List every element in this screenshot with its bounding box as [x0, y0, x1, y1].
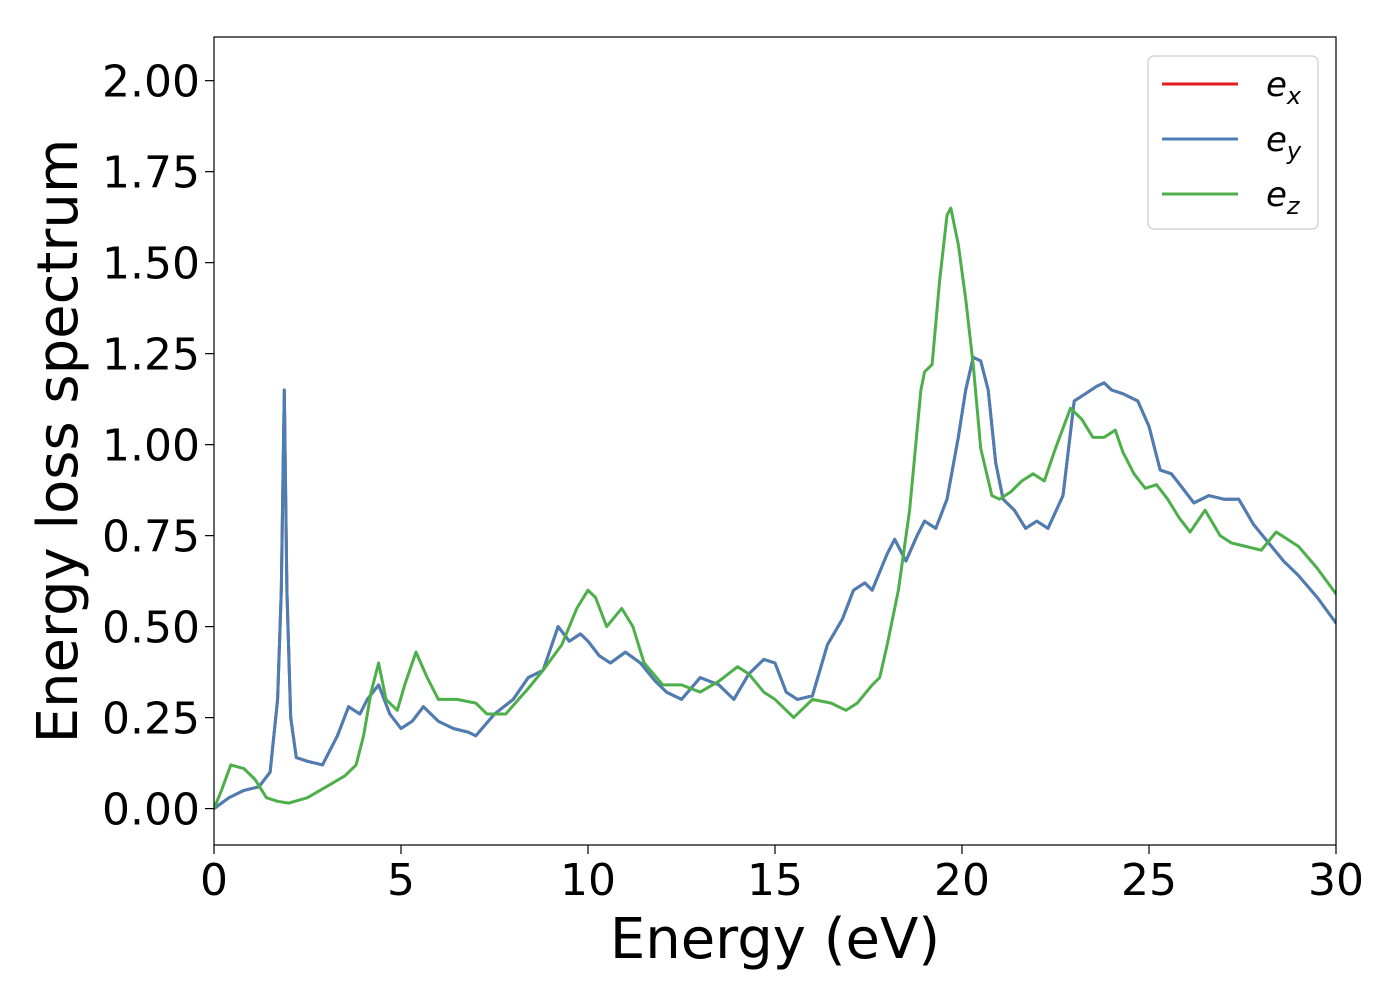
x-axis-title: Energy (eV) [610, 907, 940, 972]
legend-entry-ex: ex [1266, 65, 1302, 110]
y-tick-label: 0.00 [102, 785, 200, 836]
y-tick-label: 0.50 [102, 603, 200, 654]
x-tick-label: 15 [747, 855, 803, 906]
y-tick-label: 1.25 [102, 330, 200, 381]
y-tick-label: 2.00 [102, 57, 200, 108]
y-tick-label: 0.25 [102, 694, 200, 745]
series-line-ey [214, 355, 1336, 811]
y-axis-title: Energy loss spectrum [26, 139, 91, 744]
legend-entry-ez: ez [1266, 175, 1301, 220]
x-tick-label: 10 [560, 855, 616, 906]
y-tick-label: 1.50 [102, 239, 200, 290]
y-axis-ticks: 0.00 0.25 0.50 0.75 1.00 1.25 1.50 1.75 2.00 [102, 57, 214, 836]
y-tick-label: 0.75 [102, 512, 200, 563]
x-axis-ticks: 0 5 10 15 20 25 30 [200, 845, 1364, 906]
x-tick-label: 0 [200, 855, 228, 906]
legend-box [1147, 55, 1319, 230]
series-line-ez [214, 206, 1336, 811]
legend-entry-ey: ey [1266, 120, 1302, 165]
y-tick-label: 1.75 [102, 148, 200, 199]
x-tick-label: 20 [934, 855, 990, 906]
x-tick-label: 30 [1308, 855, 1364, 906]
series-layer [214, 206, 1336, 811]
x-tick-label: 5 [387, 855, 415, 906]
legend: ex ey ez [1147, 55, 1319, 230]
x-tick-label: 25 [1121, 855, 1177, 906]
y-tick-label: 1.00 [102, 421, 200, 472]
